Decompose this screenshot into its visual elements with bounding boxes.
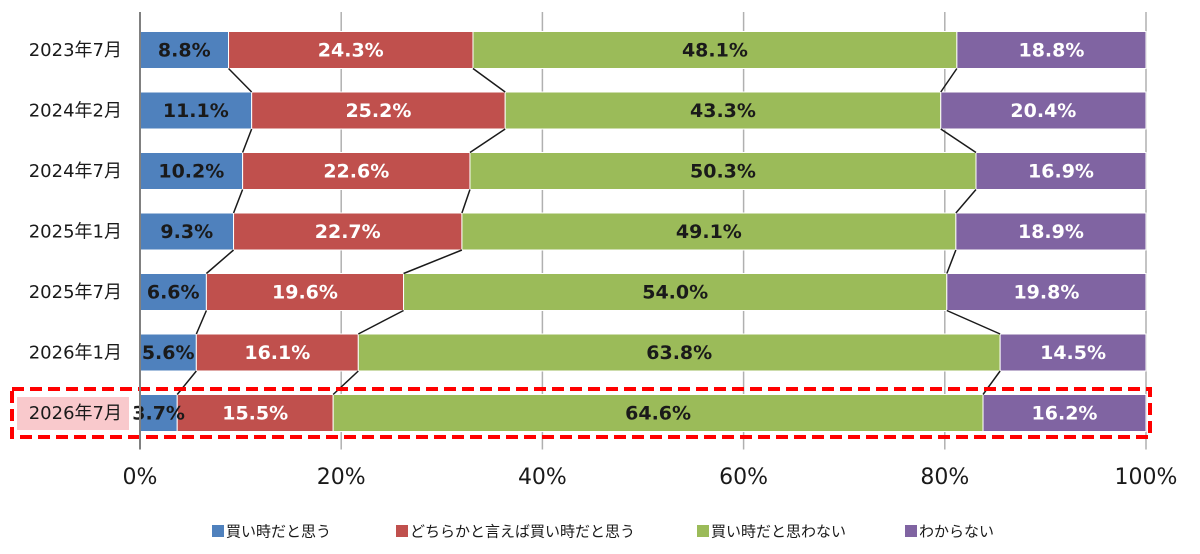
data-label: 64.6%	[625, 403, 691, 425]
data-label: 5.6%	[142, 342, 195, 364]
series-connector-line	[357, 309, 404, 335]
category-label: 2024年2月	[29, 101, 122, 122]
legend-swatch	[697, 525, 709, 537]
bar-segment	[469, 152, 977, 190]
bar-segment	[357, 333, 1001, 372]
data-label: 48.1%	[682, 40, 748, 62]
x-tick-label: 0%	[123, 465, 158, 490]
series-connector-line	[195, 310, 208, 335]
axis-layer: 0% 20% 40% 60% 80% 100% 2023年7月 2024年2月 2024年7月 2…	[29, 12, 1178, 490]
data-label: 18.8%	[1018, 40, 1084, 62]
highlight-layer	[17, 397, 129, 430]
bar-segment	[205, 273, 405, 311]
data-label: 19.6%	[272, 282, 338, 304]
legend-label: わからない	[919, 523, 994, 541]
bar-segment	[139, 91, 253, 130]
series-connector-line	[403, 249, 463, 275]
bar-segment	[999, 333, 1147, 372]
series-connector-line	[946, 249, 957, 274]
data-label: 18.9%	[1018, 221, 1084, 243]
series-connector-line	[946, 309, 1001, 335]
x-tick-label: 20%	[317, 465, 366, 490]
labels-layer: 8.8% 24.3% 48.1% 18.8% 11.1% 25.2% 43.3% 20.4% 1…	[10, 40, 1152, 439]
data-label: 14.5%	[1040, 342, 1106, 364]
series-connector-line	[205, 249, 235, 275]
series-connector-line	[461, 189, 471, 214]
series-connector-line	[940, 68, 958, 93]
bar-segment	[504, 91, 942, 130]
data-label: 6.6%	[147, 282, 200, 304]
data-label: 19.8%	[1013, 282, 1079, 304]
x-tick-label: 60%	[719, 465, 768, 490]
data-label: 63.8%	[646, 342, 712, 364]
data-label: 10.2%	[158, 161, 224, 183]
series-connector-line	[955, 189, 977, 214]
bar-segment	[982, 394, 1147, 432]
data-label: 24.3%	[318, 40, 384, 62]
series-connector-line	[241, 128, 253, 153]
data-label: 15.5%	[222, 403, 288, 425]
bar-segment	[233, 212, 463, 251]
legend-label: どちらかと言えば買い時だと思う	[410, 523, 635, 541]
series-connector-line	[232, 189, 244, 214]
bar-segment	[461, 212, 957, 251]
category-label: 2026年1月	[29, 343, 122, 364]
bar-segment	[472, 31, 958, 69]
highlight-label-background	[17, 397, 129, 430]
bar-segment	[139, 394, 178, 432]
data-label: 43.3%	[690, 100, 756, 122]
legend-swatch	[905, 525, 917, 537]
series-connector-line	[940, 128, 977, 154]
data-label: 54.0%	[642, 282, 708, 304]
data-label: 8.8%	[158, 40, 211, 62]
data-label: 20.4%	[1010, 100, 1076, 122]
legend-label: 買い時だと思わない	[711, 523, 846, 541]
series-connector-line	[469, 128, 506, 154]
category-label: 2025年1月	[29, 222, 122, 243]
bar-segment	[332, 394, 984, 432]
bar-segment	[228, 31, 474, 69]
legend-swatch	[396, 525, 408, 537]
x-tick-label: 80%	[920, 465, 969, 490]
series-connector-line	[472, 67, 506, 93]
bar-segment	[956, 31, 1147, 69]
data-label: 9.3%	[160, 221, 213, 243]
category-label: 2025年7月	[29, 282, 122, 303]
data-label: 22.7%	[315, 221, 381, 243]
legend-swatch	[212, 525, 224, 537]
data-label: 11.1%	[163, 100, 229, 122]
data-label: 16.2%	[1032, 403, 1098, 425]
x-tick-label: 100%	[1115, 465, 1178, 490]
x-tick-label: 40%	[518, 465, 567, 490]
bar-segment	[940, 91, 1147, 130]
bars-layer	[139, 31, 1147, 432]
bar-segment	[139, 273, 207, 311]
category-label: 2023年7月	[29, 40, 122, 61]
legend: 買い時だと思う どちらかと言えば買い時だと思う 買い時だと思わない わからない	[212, 523, 994, 541]
data-label: 16.9%	[1028, 161, 1094, 183]
bar-segment	[242, 152, 471, 190]
bar-segment	[946, 273, 1147, 311]
data-label: 49.1%	[676, 221, 742, 243]
data-label: 16.1%	[244, 342, 310, 364]
bar-segment	[176, 394, 334, 432]
bar-segment	[955, 212, 1147, 251]
data-label: 25.2%	[345, 100, 411, 122]
bar-segment	[251, 91, 506, 130]
bar-segment	[403, 273, 948, 311]
data-label: 22.6%	[323, 161, 389, 183]
bar-segment	[195, 333, 359, 372]
bar-segment	[975, 152, 1147, 190]
category-label: 2024年7月	[29, 161, 122, 182]
category-label: 2026年7月	[29, 403, 122, 424]
data-label: 3.7%	[132, 403, 185, 425]
highlight-dashed-box	[10, 387, 1152, 439]
legend-label: 買い時だと思う	[226, 523, 331, 541]
bar-segment	[139, 333, 197, 372]
series-connector-line	[227, 67, 253, 93]
data-label: 50.3%	[690, 161, 756, 183]
